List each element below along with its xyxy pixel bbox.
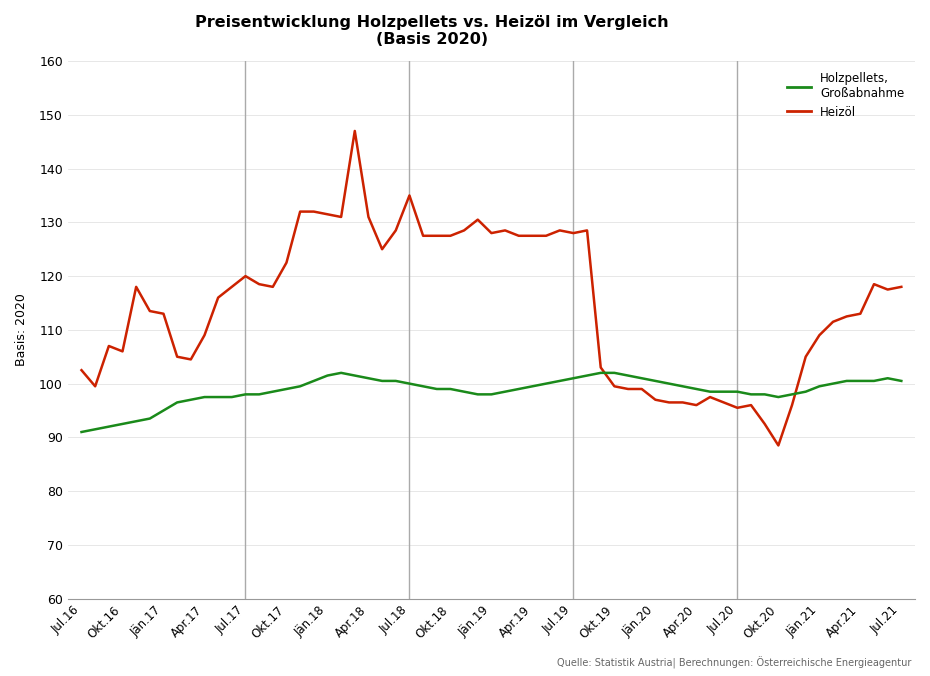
Text: Quelle: Statistik Austria| Berechnungen: Österreichische Energieagentur: Quelle: Statistik Austria| Berechnungen:… [557,657,911,669]
Y-axis label: Basis: 2020: Basis: 2020 [15,293,28,366]
Legend: Holzpellets,
Großabnahme, Heizöl: Holzpellets, Großabnahme, Heizöl [782,67,910,123]
Title: Preisentwicklung Holzpellets vs. Heizöl im Vergleich
(Basis 2020): Preisentwicklung Holzpellets vs. Heizöl … [195,15,669,47]
